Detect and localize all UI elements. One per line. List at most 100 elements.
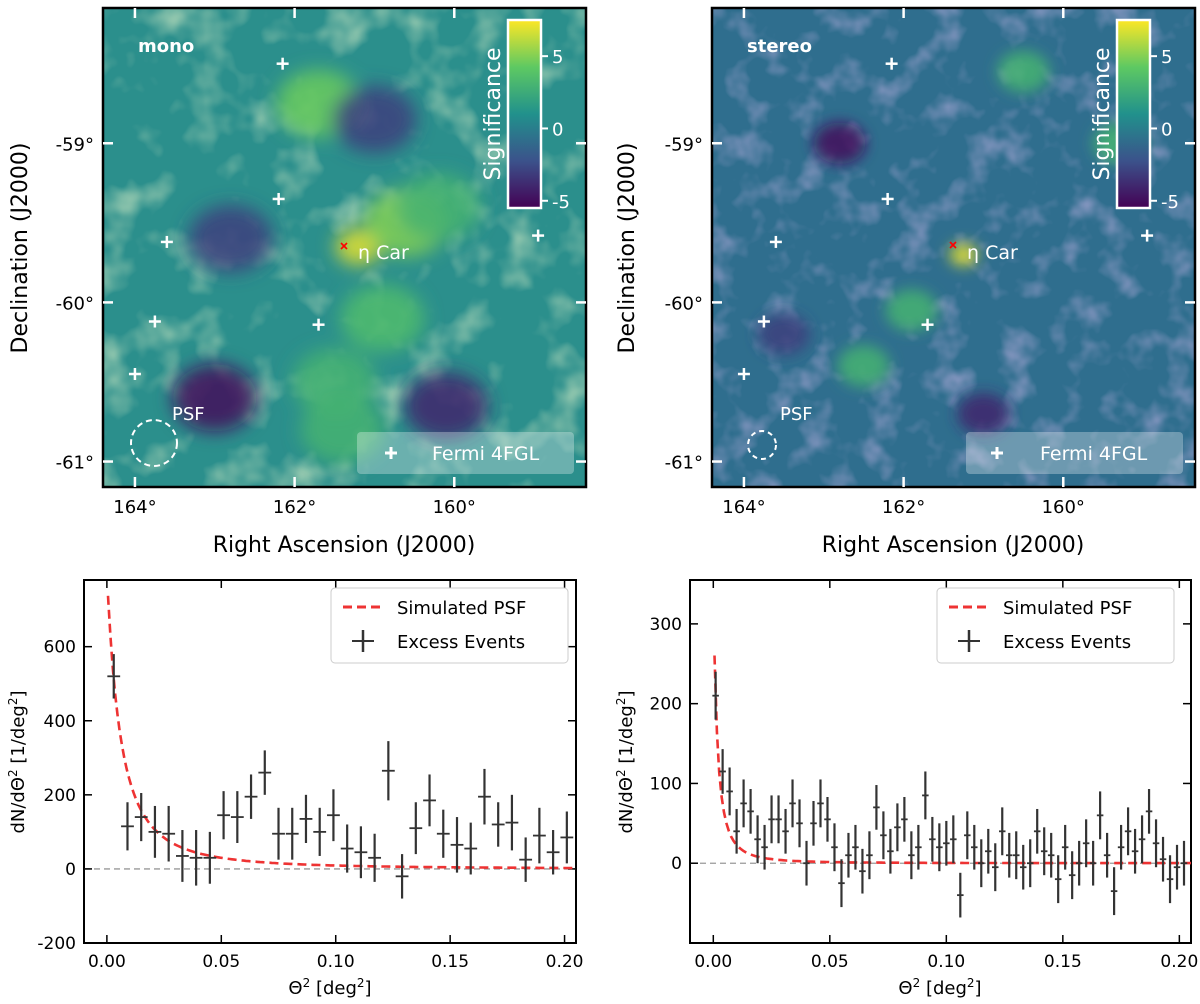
stereo-excess-point bbox=[936, 823, 943, 872]
mono-excess-point bbox=[519, 837, 533, 882]
stereo-theta2-plot: 0.00 0.05 0.10 0.15 0.20 300 200 100 0 Simulated… bbox=[614, 579, 1198, 999]
stereo-excess-point bbox=[1068, 851, 1076, 900]
stereo-hotspot bbox=[837, 345, 890, 387]
stereo-excess-point bbox=[922, 771, 929, 820]
mono-excess-point bbox=[409, 802, 423, 855]
mono-legend-marker bbox=[385, 447, 397, 459]
mono-theta2-x-tick-label: 0.15 bbox=[431, 952, 469, 972]
stereo-legend-marker bbox=[991, 447, 1003, 459]
stereo-excess-point bbox=[1026, 839, 1034, 888]
mono-map-frame bbox=[101, 6, 588, 489]
stereo-coldspot bbox=[813, 122, 866, 165]
stereo-theta2-x-tick-label: 0.10 bbox=[927, 952, 965, 972]
stereo-excess-point bbox=[761, 824, 768, 870]
stereo-psf-circle bbox=[747, 430, 777, 460]
stereo-theta2-x-tick-label: 0.05 bbox=[811, 952, 849, 972]
stereo-excess-point bbox=[991, 843, 999, 892]
stereo-excess-point bbox=[803, 840, 810, 886]
mono-psf-label: PSF bbox=[172, 404, 205, 425]
stereo-legend-psf-text: Simulated PSF bbox=[1003, 598, 1132, 619]
mono-excess-point bbox=[340, 824, 354, 873]
stereo-excess-point bbox=[908, 831, 915, 880]
stereo-excess-point bbox=[824, 797, 831, 842]
stereo-hotspot bbox=[949, 243, 978, 267]
mono-legend-excess-text: Excess Events bbox=[397, 632, 525, 653]
stereo-excess-point bbox=[866, 831, 873, 880]
stereo-theta2-y-tick-label: 200 bbox=[650, 695, 682, 715]
stereo-excess-point bbox=[964, 811, 971, 860]
mono-excess-point bbox=[505, 794, 519, 851]
mono-theta2-x-tick-label: 0.20 bbox=[546, 952, 584, 972]
mono-colorbar bbox=[506, 18, 543, 210]
stereo-eta-car-label: η Car bbox=[967, 242, 1018, 264]
stereo-excess-point bbox=[775, 795, 782, 844]
stereo-excess-point bbox=[1138, 815, 1146, 864]
mono-significance-map: 164° 162° 160° -59° -60° -61° mono 5 0 -5 Signi… bbox=[8, 6, 588, 558]
stereo-colorbar-tick-label: 0 bbox=[1161, 119, 1172, 140]
mono-legend-box bbox=[357, 432, 574, 474]
mono-theta2-y-tick-label: 400 bbox=[44, 712, 76, 732]
mono-eta-car-label: η Car bbox=[358, 242, 409, 264]
stereo-excess-point bbox=[782, 808, 789, 854]
mono-excess-point bbox=[381, 741, 395, 801]
mono-legend-label: Fermi 4FGL bbox=[432, 443, 540, 465]
stereo-excess-point bbox=[740, 779, 747, 828]
stereo-excess-point bbox=[978, 839, 985, 888]
mono-fermi-source bbox=[276, 57, 289, 70]
stereo-excess-point bbox=[880, 811, 887, 860]
mono-excess-point bbox=[244, 774, 258, 819]
stereo-colorbar-tick-label: 5 bbox=[1161, 47, 1172, 68]
mono-coldspot bbox=[332, 85, 417, 153]
stereo-excess-point bbox=[726, 767, 733, 816]
mono-theta2-y-tick-label: 0 bbox=[65, 860, 76, 880]
stereo-y-tick-label: -59° bbox=[665, 134, 703, 155]
stereo-fermi-source bbox=[757, 315, 770, 328]
stereo-excess-point bbox=[1040, 827, 1048, 876]
stereo-significance-map: 164° 162° 160° -59° -60° -61° stereo 5 0 -5 Sig… bbox=[615, 6, 1197, 558]
mono-eta-car-marker bbox=[340, 242, 348, 250]
stereo-excess-point bbox=[887, 828, 894, 874]
stereo-excess-point bbox=[998, 807, 1006, 856]
mono-y-tick-label: -59° bbox=[56, 134, 94, 155]
mono-x-axis-label: Right Ascension (J2000) bbox=[213, 533, 476, 558]
mono-excess-point bbox=[230, 791, 244, 843]
stereo-fermi-source bbox=[881, 192, 894, 205]
mono-theta2-x-tick-label: 0.05 bbox=[202, 952, 240, 972]
mono-hotspot bbox=[300, 396, 385, 464]
stereo-excess-point bbox=[1019, 844, 1027, 890]
stereo-hotspot bbox=[997, 50, 1050, 93]
stereo-excess-point bbox=[943, 820, 950, 866]
mono-y-tick-label: -60° bbox=[56, 293, 94, 314]
stereo-excess-point bbox=[1145, 789, 1153, 834]
mono-theta2-y-tick-label: 200 bbox=[44, 786, 76, 806]
mono-hotspot bbox=[396, 173, 481, 241]
mono-theta2-legend bbox=[330, 587, 569, 664]
stereo-excess-point bbox=[1061, 824, 1069, 870]
stereo-colorbar-label: Significance bbox=[1090, 47, 1115, 180]
stereo-excess-point bbox=[1117, 824, 1125, 870]
mono-excess-point bbox=[368, 833, 382, 882]
mono-coldspot bbox=[404, 372, 489, 440]
stereo-excess-point bbox=[894, 803, 901, 852]
stereo-excess-point bbox=[971, 824, 978, 870]
mono-excess-point bbox=[354, 826, 368, 879]
mono-colorbar-label: Significance bbox=[481, 47, 506, 180]
stereo-fermi-source bbox=[737, 368, 750, 381]
stereo-excess-point bbox=[817, 779, 824, 828]
mono-excess-point bbox=[162, 805, 176, 862]
stereo-excess-point bbox=[957, 872, 964, 918]
stereo-theta2-y-label: dN/dΘ2 [1/deg2] bbox=[614, 690, 637, 833]
stereo-y-axis-label: Declination (J2000) bbox=[615, 143, 640, 354]
stereo-colorbar bbox=[1115, 18, 1152, 210]
mono-y-axis-label: Declination (J2000) bbox=[8, 143, 33, 354]
stereo-legend-excess-marker bbox=[958, 630, 980, 652]
stereo-psf-label: PSF bbox=[780, 404, 813, 425]
mono-excess-point bbox=[464, 822, 478, 875]
mono-excess-point bbox=[299, 794, 313, 843]
stereo-x-tick-label: 164° bbox=[722, 497, 765, 518]
stereo-fermi-source bbox=[769, 235, 782, 248]
stereo-excess-point bbox=[747, 789, 754, 834]
mono-excess-point bbox=[107, 654, 121, 699]
mono-psf-curve bbox=[106, 595, 576, 870]
mono-excess-point bbox=[272, 807, 285, 860]
